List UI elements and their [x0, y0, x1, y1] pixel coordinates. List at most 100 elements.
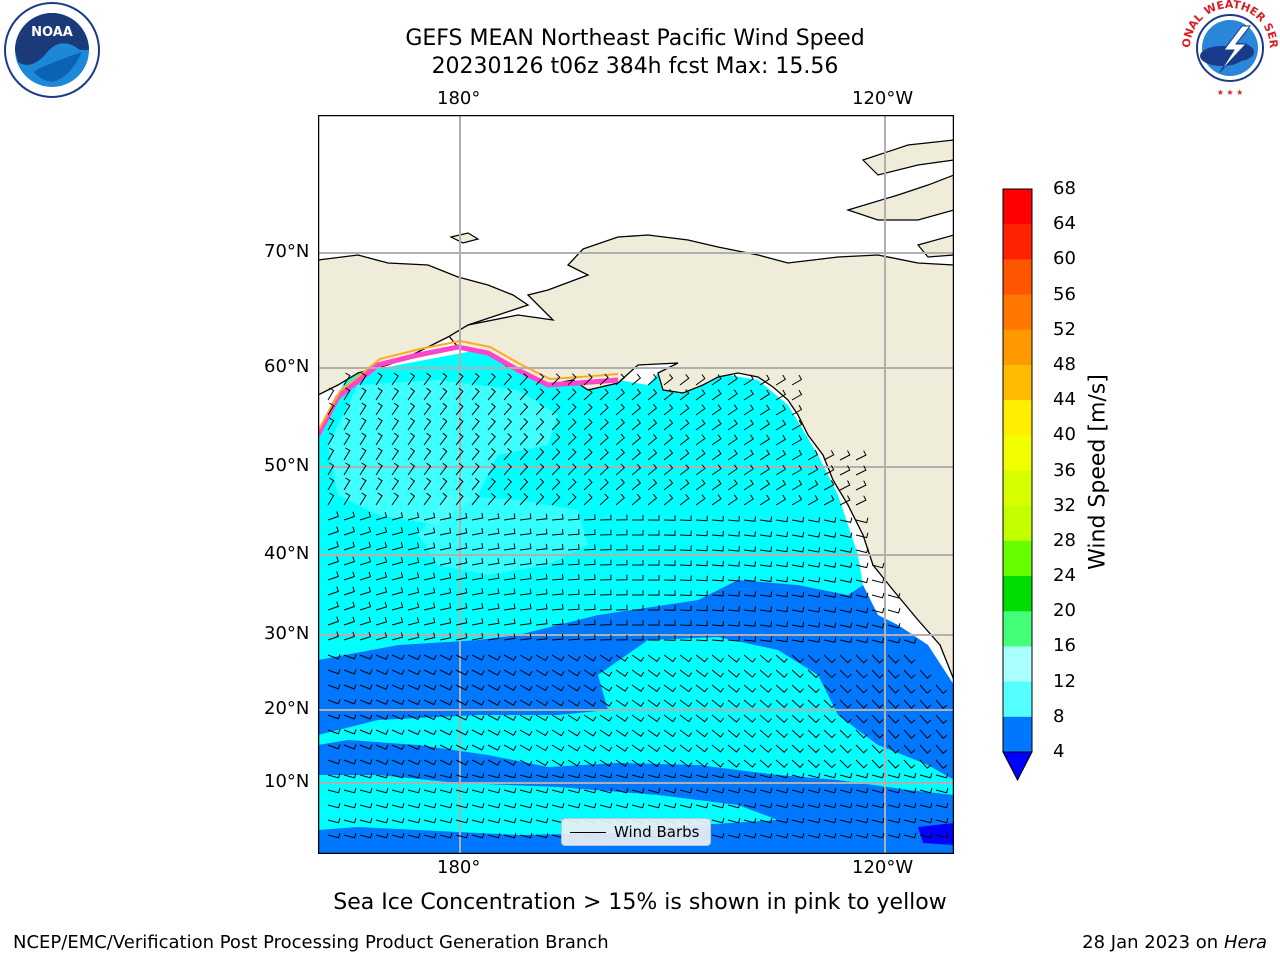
wind-barb	[791, 561, 805, 568]
wind-barb	[711, 772, 725, 779]
wind-barb	[679, 464, 690, 476]
wind-barb	[631, 433, 642, 446]
wind-barb	[871, 622, 885, 629]
wind-barb	[359, 447, 367, 461]
wind-barb	[503, 603, 516, 611]
wind-barb	[743, 464, 754, 476]
wind-barb	[743, 654, 756, 663]
wind-barb	[343, 556, 356, 566]
wind-barb	[631, 699, 645, 707]
wind-barb	[775, 464, 787, 476]
wind-barb	[791, 714, 804, 724]
run-date-text: 28 Jan 2023 on	[1082, 932, 1224, 953]
wind-barb	[615, 604, 628, 611]
colorbar-segment	[1003, 505, 1032, 542]
wind-barb	[631, 478, 642, 491]
wind-barb	[887, 759, 900, 769]
wind-barb	[727, 516, 740, 522]
wind-barb	[471, 417, 480, 431]
wind-barb	[455, 632, 468, 641]
wind-barb	[359, 541, 372, 551]
wind-barb	[439, 684, 453, 691]
wind-barb	[503, 558, 516, 566]
wind-barb	[615, 744, 629, 752]
wind-barb	[855, 787, 869, 794]
wind-barb	[711, 802, 725, 809]
wind-barb	[839, 562, 853, 568]
wind-barb	[407, 447, 416, 461]
wind-barb	[359, 714, 373, 720]
wind-barb	[647, 493, 658, 506]
wind-barb	[791, 434, 803, 446]
wind-barb	[823, 729, 836, 739]
wind-barb	[807, 562, 821, 568]
wind-barb	[535, 699, 549, 707]
wind-barb	[935, 817, 949, 824]
wind-barb	[775, 621, 789, 628]
wind-barb	[471, 372, 480, 386]
wind-barb	[855, 532, 869, 539]
wind-barb	[759, 787, 773, 794]
wind-barb	[599, 714, 613, 722]
wind-barb	[391, 602, 404, 611]
colorbar-segment	[1003, 576, 1032, 612]
wind-barbs	[327, 372, 949, 839]
wind-barb	[743, 479, 754, 491]
wind-barb	[727, 374, 738, 386]
wind-barb	[871, 592, 885, 599]
wind-barb	[327, 402, 335, 416]
wind-barb	[599, 669, 613, 677]
wind-barb	[903, 638, 917, 644]
wind-barb	[615, 418, 626, 431]
wind-barb	[343, 631, 356, 641]
wind-barb	[535, 618, 548, 626]
wind-barb	[439, 602, 452, 611]
colorbar-segment	[1003, 294, 1032, 331]
wind-barb	[759, 669, 772, 678]
wind-barb	[359, 744, 373, 750]
wind-barb	[727, 464, 738, 476]
wind-barb	[503, 744, 517, 751]
colorbar-tick-label: 68	[1053, 178, 1076, 199]
wind-barb	[391, 587, 404, 596]
wind-barb	[535, 388, 545, 401]
wind-barb	[599, 559, 612, 566]
wind-barb	[871, 637, 885, 644]
wind-barb	[615, 619, 628, 626]
wind-barb	[471, 787, 485, 794]
wind-barb	[471, 558, 484, 566]
wind-barb	[615, 493, 626, 506]
wind-barb	[583, 418, 593, 431]
wind-barb	[487, 433, 496, 446]
wind-barb	[839, 699, 852, 709]
wind-barb	[615, 684, 629, 692]
wind-barb	[487, 654, 501, 661]
wind-barb	[727, 684, 741, 693]
wind-barb	[503, 493, 513, 506]
wind-barb	[679, 404, 690, 416]
wind-barb	[663, 418, 674, 431]
wind-barb	[391, 802, 405, 809]
wind-barb	[391, 447, 399, 461]
wind-barb	[327, 802, 341, 809]
wind-barb	[663, 620, 676, 626]
wind-barb	[743, 516, 756, 522]
sea-ice-edge-outer	[318, 339, 619, 432]
wind-barb	[663, 699, 677, 708]
wind-barb	[935, 714, 948, 724]
wind-barb	[647, 448, 658, 461]
wind-barb	[791, 772, 805, 779]
wind-barb	[375, 511, 388, 521]
wind-barb	[359, 654, 373, 660]
wind-barb	[567, 388, 577, 401]
wind-barb	[615, 514, 628, 521]
wind-barb	[551, 543, 564, 551]
wind-barb	[903, 787, 917, 794]
wind-barb	[855, 684, 868, 694]
wind-barb	[423, 654, 437, 661]
wind-barb	[503, 403, 513, 416]
wind-barb	[599, 802, 613, 809]
wind-barb	[887, 729, 900, 739]
wind-barb	[855, 637, 869, 644]
wind-barb	[727, 546, 740, 552]
